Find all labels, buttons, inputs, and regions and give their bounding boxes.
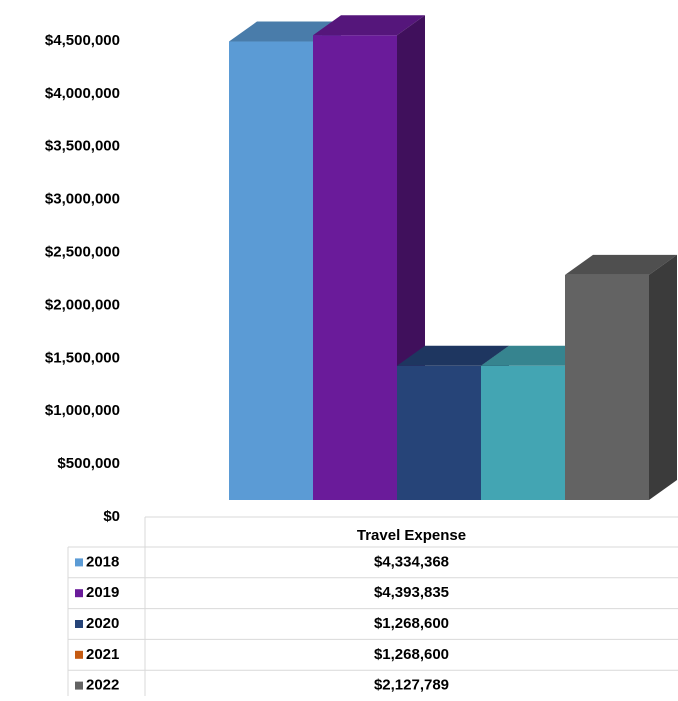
- bar: [565, 274, 649, 500]
- legend-swatch: [75, 620, 83, 628]
- bar-top: [313, 15, 425, 36]
- bar: [397, 365, 481, 500]
- table-value: $1,268,600: [374, 646, 449, 663]
- table-value: $2,127,789: [374, 677, 449, 694]
- y-tick-label: $2,500,000: [45, 244, 120, 261]
- table-header: Travel Expense: [357, 527, 466, 544]
- bar: [313, 35, 397, 501]
- table-value: $4,393,835: [374, 584, 449, 601]
- y-tick-label: $1,000,000: [45, 402, 120, 419]
- legend-swatch: [75, 558, 83, 567]
- legend-label: 2021: [86, 646, 119, 663]
- legend-swatch: [75, 681, 83, 690]
- bar-top: [397, 345, 509, 366]
- bar-top: [565, 254, 677, 275]
- table-value: $4,334,368: [374, 553, 449, 570]
- y-tick-label: $4,000,000: [45, 85, 120, 102]
- y-tick-label: $0: [103, 508, 120, 525]
- legend-label: 2020: [86, 615, 119, 632]
- y-tick-label: $3,500,000: [45, 138, 120, 155]
- bar-side: [649, 254, 677, 500]
- bar: [481, 365, 565, 500]
- y-tick-label: $3,000,000: [45, 191, 120, 208]
- bar: [229, 41, 313, 501]
- legend-swatch: [75, 650, 83, 659]
- y-tick-label: $2,000,000: [45, 296, 120, 313]
- legend-label: 2022: [86, 677, 119, 694]
- legend-label: 2018: [86, 553, 119, 570]
- legend-label: 2019: [86, 584, 119, 601]
- legend-swatch: [75, 589, 83, 598]
- y-tick-label: $4,500,000: [45, 32, 120, 49]
- y-tick-label: $1,500,000: [45, 349, 120, 366]
- y-tick-label: $500,000: [57, 455, 120, 472]
- table-value: $1,268,600: [374, 615, 449, 632]
